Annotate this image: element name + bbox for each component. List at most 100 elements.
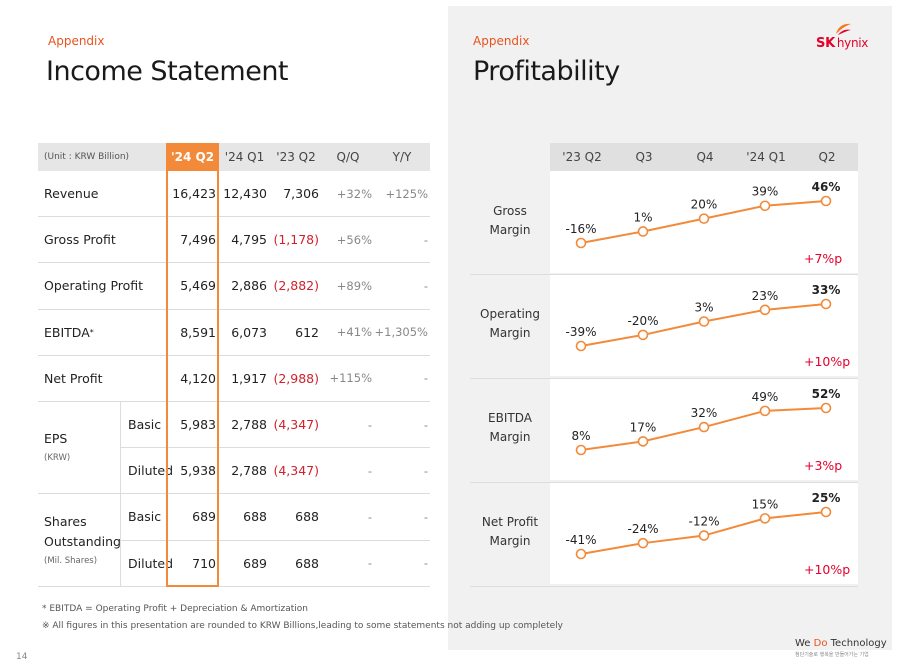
- data-label: 1%: [633, 210, 652, 224]
- data-point: [637, 329, 649, 341]
- data-label: -39%: [565, 325, 596, 339]
- row-3-value-2: 612: [295, 324, 319, 340]
- row-1-yy: -: [423, 232, 428, 247]
- sk-hynix-logo: SK hynix: [816, 22, 880, 56]
- row-3-yy: +1,305%: [374, 325, 429, 340]
- eps-yy: -: [423, 417, 428, 432]
- chart-col-q2: Q2: [796, 143, 858, 171]
- chart-header-spacer: [470, 143, 550, 171]
- eps-label-block: EPS (KRW): [38, 402, 120, 495]
- table-row: Revenue 16,423 12,430 7,306 +32% +125%: [38, 171, 430, 218]
- data-label: 46%: [812, 180, 841, 194]
- eps-value: 5,938: [180, 463, 216, 479]
- row-label: Gross Profit: [44, 232, 116, 248]
- series-delta: +3%p: [804, 458, 843, 473]
- shares-qq: -: [367, 556, 372, 571]
- logo-sk: SK: [816, 36, 835, 51]
- table-row: Operating Profit 5,469 2,886 (2,882) +89% -: [38, 263, 430, 310]
- eps-value: 5,983: [180, 417, 216, 433]
- data-point: [575, 444, 587, 456]
- data-point: [637, 436, 649, 447]
- data-label: -12%: [688, 515, 719, 529]
- data-point: [698, 530, 710, 541]
- row-label: Operating Profit: [44, 278, 144, 294]
- chart-col-24q1: '24 Q1: [736, 143, 796, 171]
- row-4-value-0: 4,120: [180, 370, 216, 386]
- band-separator: [470, 482, 858, 483]
- row-0-yy: +125%: [385, 186, 428, 201]
- chart-col-23q2: '23 Q2: [550, 143, 614, 171]
- table-row: Gross Profit 7,496 4,795 (1,178) +56% -: [38, 217, 430, 264]
- shares-value: 689: [192, 509, 216, 525]
- data-label: 49%: [752, 390, 779, 404]
- data-label: -24%: [627, 522, 658, 536]
- data-label: 20%: [691, 198, 718, 212]
- data-point: [759, 405, 771, 417]
- shares-value: 688: [295, 555, 319, 571]
- row-4-value-2: (2,988): [273, 370, 319, 386]
- col-header-yy: Y/Y: [374, 143, 430, 171]
- row-1-value-1: 4,795: [231, 232, 267, 248]
- eps-label: EPS (KRW): [44, 431, 71, 464]
- footnote-ebitda: * EBITDA = Operating Profit + Depreciati…: [42, 604, 308, 614]
- tagline-sub: 첨단기술로 행복을 만들어가는 기업: [795, 652, 869, 658]
- data-label: 3%: [694, 301, 713, 315]
- data-label: 52%: [812, 387, 841, 401]
- col-header-24q2: '24 Q2: [166, 143, 219, 171]
- footnote-rounding: ※ All figures in this presentation are r…: [42, 621, 563, 631]
- data-label: -16%: [565, 222, 596, 236]
- eps-value: (4,347): [273, 463, 319, 479]
- data-label: 23%: [752, 289, 779, 303]
- income-statement-panel: [8, 6, 448, 650]
- chart-col-q3: Q3: [614, 143, 674, 171]
- row-4-qq: +115%: [329, 371, 372, 386]
- row-3-qq: +41%: [336, 325, 372, 340]
- series-label: Operating Margin: [480, 307, 540, 340]
- data-label: 17%: [630, 420, 657, 434]
- col-header-qq: Q/Q: [322, 143, 374, 171]
- section-label-right: Appendix: [473, 34, 530, 48]
- series-delta: +7%p: [804, 251, 843, 266]
- data-point: [575, 340, 587, 352]
- eps-qq: -: [367, 463, 372, 478]
- band-separator: [470, 586, 858, 587]
- table-row: Basic 5,983 2,788 (4,347) - -: [120, 402, 430, 449]
- row-3-value-0: 8,591: [180, 324, 216, 340]
- row-4-yy: -: [423, 371, 428, 386]
- data-point: [575, 237, 587, 249]
- series-label: EBITDA Margin: [488, 411, 532, 444]
- band-separator: [470, 378, 858, 379]
- shares-label-block: Shares Outstanding (Mil. Shares): [38, 494, 121, 587]
- eps-value: (4,347): [273, 417, 319, 433]
- data-point: [698, 316, 710, 327]
- data-point: [698, 421, 710, 433]
- eps-value: 2,788: [231, 417, 267, 433]
- table-row: EBITDA * 8,591 6,073 612 +41% +1,305%: [38, 310, 430, 356]
- data-point: [820, 298, 832, 310]
- data-point: [575, 548, 587, 560]
- row-2-yy: -: [423, 278, 428, 293]
- sub-label: Basic: [128, 417, 162, 433]
- row-label: Revenue: [44, 186, 99, 202]
- sub-label: Diluted: [128, 463, 174, 479]
- series-label: Gross Margin: [489, 204, 531, 237]
- row-label: Net Profit: [44, 370, 103, 386]
- data-point: [759, 200, 771, 212]
- row-4-value-1: 1,917: [231, 370, 267, 386]
- shares-label: Shares Outstanding (Mil. Shares): [44, 513, 121, 566]
- shares-value: 710: [192, 555, 216, 571]
- row-1-value-2: (1,178): [273, 232, 319, 248]
- row-0-qq: +32%: [336, 186, 372, 201]
- chart-col-q4: Q4: [674, 143, 736, 171]
- shares-qq: -: [367, 509, 372, 524]
- eps-yy: -: [423, 463, 428, 478]
- shares-value: 688: [295, 509, 319, 525]
- series-label: Net Profit Margin: [481, 515, 539, 548]
- data-point: [637, 226, 649, 237]
- section-label-left: Appendix: [48, 34, 105, 48]
- data-label: 33%: [812, 283, 841, 297]
- tagline: We Do Technology: [795, 638, 887, 649]
- shares-divider: [120, 494, 121, 587]
